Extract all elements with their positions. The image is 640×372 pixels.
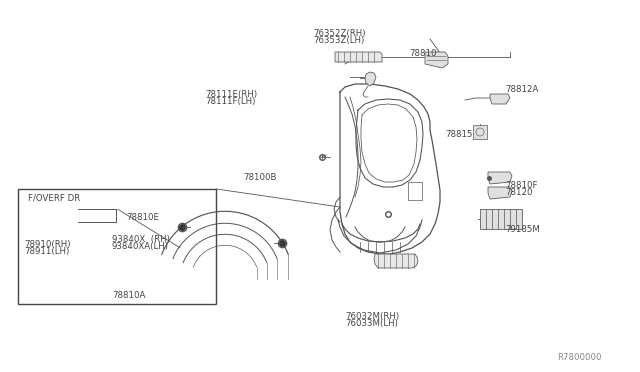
Polygon shape [425, 52, 448, 68]
Text: 93840XA(LH): 93840XA(LH) [112, 242, 169, 251]
Text: 78810F: 78810F [506, 181, 538, 190]
Polygon shape [488, 172, 512, 184]
Text: 78911(LH): 78911(LH) [24, 247, 70, 256]
Polygon shape [490, 94, 510, 104]
Text: 76032M(RH): 76032M(RH) [346, 312, 400, 321]
Text: 76353Z(LH): 76353Z(LH) [314, 36, 365, 45]
Text: R7800000: R7800000 [557, 353, 602, 362]
Text: 78810E: 78810E [127, 213, 160, 222]
Text: 78111F(LH): 78111F(LH) [205, 97, 255, 106]
Text: F/OVERF DR: F/OVERF DR [28, 193, 80, 202]
Text: 78111E(RH): 78111E(RH) [205, 90, 257, 99]
Polygon shape [335, 52, 382, 62]
Text: 93840X  (RH): 93840X (RH) [112, 235, 170, 244]
Text: 76352Z(RH): 76352Z(RH) [314, 29, 366, 38]
Text: 78100B: 78100B [243, 173, 276, 182]
Text: 78815: 78815 [445, 130, 472, 139]
Bar [408, 182, 422, 200]
Text: 78910(RH): 78910(RH) [24, 240, 71, 249]
Bar [473, 125, 487, 139]
Text: 78810A: 78810A [112, 291, 145, 300]
Text: 76033M(LH): 76033M(LH) [346, 319, 399, 328]
Polygon shape [365, 72, 376, 86]
FancyBboxPatch shape [480, 209, 522, 229]
Polygon shape [488, 187, 512, 199]
Text: 79185M: 79185M [506, 225, 540, 234]
Polygon shape [374, 254, 418, 268]
Text: 78812A: 78812A [506, 85, 539, 94]
Bar [18, 189, 216, 304]
Text: 78810: 78810 [410, 49, 437, 58]
Text: 78120: 78120 [506, 188, 533, 197]
